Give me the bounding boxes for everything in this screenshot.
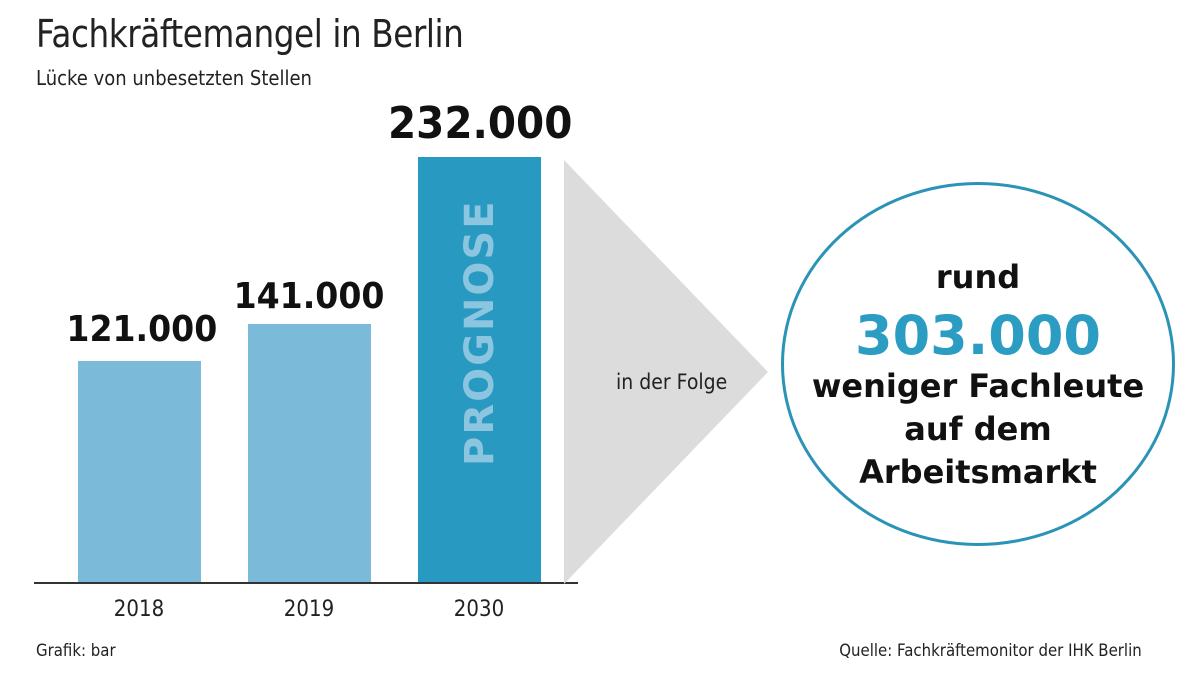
arrow-text: in der Folge <box>616 370 728 394</box>
bar-2019 <box>248 324 371 583</box>
prognose-label: PROGNOSE <box>457 199 503 466</box>
bar-label-2018: 121.000 <box>66 309 218 350</box>
callout-line4: Arbeitsmarkt <box>859 453 1097 491</box>
callout-number: 303.000 <box>855 304 1101 367</box>
bar-label-2019: 141.000 <box>233 276 385 317</box>
x-axis <box>34 582 578 584</box>
credit-text: Grafik: bar <box>36 641 116 661</box>
x-tick-2030: 2030 <box>453 597 505 622</box>
source-text: Quelle: Fachkräftemonitor der IHK Berlin <box>839 641 1142 661</box>
callout-rund: rund <box>935 258 1021 296</box>
bar-2018 <box>78 361 201 583</box>
x-tick-2018: 2018 <box>113 597 165 622</box>
arrow-shape <box>564 160 768 584</box>
callout-line2: weniger Fachleute <box>811 367 1145 405</box>
chart-subtitle: Lücke von unbesetzten Stellen <box>36 66 312 90</box>
callout-line3: auf dem <box>904 410 1052 448</box>
bar-label-2030: 232.000 <box>388 98 573 149</box>
callout-circle <box>781 182 1175 546</box>
bar-2030 <box>418 157 541 583</box>
chart-title: Fachkräftemangel in Berlin <box>36 12 464 56</box>
x-tick-2019: 2019 <box>283 597 335 622</box>
